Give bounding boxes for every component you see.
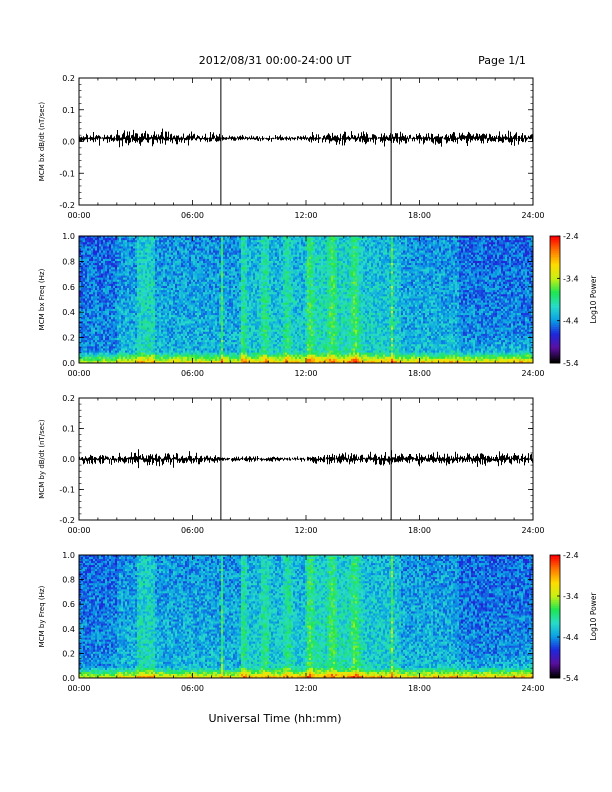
x-tick-label: 18:00 (408, 211, 431, 220)
y-tick-label: -0.1 (59, 169, 75, 178)
x-tick-label: 24:00 (521, 211, 544, 220)
y-axis-label: MCM bx dB/dt (nT/sec) (38, 102, 46, 182)
y-tick-label: -0.2 (59, 201, 75, 210)
page-number: Page 1/1 (478, 54, 526, 67)
x-axis-title: Universal Time (hh:mm) (209, 712, 342, 725)
figure: 2012/08/31 00:00-24:00 UT Page 1/1 Unive… (0, 0, 612, 792)
y-tick-label: 0.0 (62, 138, 75, 147)
trace-line (80, 129, 533, 148)
axes-bx_trace: 00:00 06:00 12:00 18:00 24:00 0.2 0.1 0.0 -0.1 -0… (38, 74, 545, 220)
series-bx_trace (80, 78, 533, 205)
page-title: 2012/08/31 00:00-24:00 UT (199, 54, 352, 67)
x-tick-label: 06:00 (181, 211, 204, 220)
y-tick-label: 0.2 (62, 74, 75, 83)
x-tick-label: 00:00 (67, 211, 90, 220)
y-tick-label: 0.1 (62, 106, 75, 115)
series-bx_spectrogram (79, 236, 533, 363)
x-tick-label: 12:00 (294, 211, 317, 220)
